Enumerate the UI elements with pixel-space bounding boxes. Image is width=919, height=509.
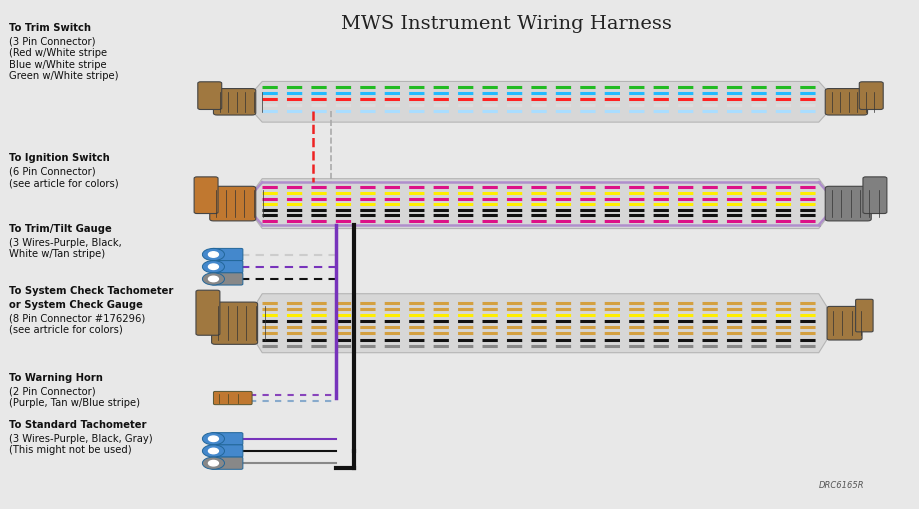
Text: (3 Pin Connector)
(Red w/White stripe
Blue w/White stripe
Green w/White stripe): (3 Pin Connector) (Red w/White stripe Bl… bbox=[9, 37, 119, 81]
FancyBboxPatch shape bbox=[824, 89, 867, 115]
Polygon shape bbox=[244, 179, 836, 229]
FancyBboxPatch shape bbox=[211, 261, 243, 273]
FancyBboxPatch shape bbox=[211, 273, 243, 285]
FancyBboxPatch shape bbox=[824, 186, 870, 221]
Circle shape bbox=[209, 448, 218, 454]
Text: (6 Pin Connector)
(see article for colors): (6 Pin Connector) (see article for color… bbox=[9, 166, 119, 188]
FancyBboxPatch shape bbox=[858, 82, 882, 109]
FancyBboxPatch shape bbox=[211, 457, 243, 469]
FancyBboxPatch shape bbox=[826, 306, 861, 340]
Text: To Warning Horn: To Warning Horn bbox=[9, 373, 103, 383]
Polygon shape bbox=[244, 294, 836, 353]
Text: DRC6165R: DRC6165R bbox=[818, 480, 864, 490]
Circle shape bbox=[209, 461, 218, 466]
Text: To Standard Tachometer: To Standard Tachometer bbox=[9, 420, 146, 430]
FancyBboxPatch shape bbox=[211, 248, 243, 261]
Circle shape bbox=[202, 273, 224, 285]
Polygon shape bbox=[244, 81, 836, 122]
Text: (3 Wires-Purple, Black, Gray)
(This might not be used): (3 Wires-Purple, Black, Gray) (This migh… bbox=[9, 434, 153, 455]
Text: To Ignition Switch: To Ignition Switch bbox=[9, 153, 110, 163]
FancyBboxPatch shape bbox=[194, 177, 218, 214]
Text: (2 Pin Connector)
(Purple, Tan w/Blue stripe): (2 Pin Connector) (Purple, Tan w/Blue st… bbox=[9, 386, 140, 408]
FancyBboxPatch shape bbox=[196, 290, 220, 335]
Text: To System Check Tachometer: To System Check Tachometer bbox=[9, 286, 174, 296]
Text: To Trim/Tilt Gauge: To Trim/Tilt Gauge bbox=[9, 224, 112, 234]
Text: or System Check Gauge: or System Check Gauge bbox=[9, 300, 143, 310]
FancyBboxPatch shape bbox=[210, 186, 255, 221]
FancyBboxPatch shape bbox=[211, 433, 243, 445]
Circle shape bbox=[209, 252, 218, 257]
FancyBboxPatch shape bbox=[213, 391, 252, 405]
Circle shape bbox=[202, 248, 224, 261]
Circle shape bbox=[209, 264, 218, 269]
Text: (8 Pin Connector #176296)
(see artricle for colors): (8 Pin Connector #176296) (see artricle … bbox=[9, 313, 145, 334]
FancyBboxPatch shape bbox=[855, 299, 872, 332]
Circle shape bbox=[202, 445, 224, 457]
Circle shape bbox=[209, 436, 218, 441]
Text: MWS Instrument Wiring Harness: MWS Instrument Wiring Harness bbox=[340, 15, 671, 33]
Circle shape bbox=[202, 261, 224, 273]
Text: (3 Wires-Purple, Black,
White w/Tan stripe): (3 Wires-Purple, Black, White w/Tan stri… bbox=[9, 238, 122, 259]
Circle shape bbox=[209, 276, 218, 281]
FancyBboxPatch shape bbox=[198, 82, 221, 109]
FancyBboxPatch shape bbox=[862, 177, 886, 214]
FancyBboxPatch shape bbox=[213, 89, 255, 115]
Text: To Trim Switch: To Trim Switch bbox=[9, 23, 91, 33]
FancyBboxPatch shape bbox=[211, 445, 243, 457]
FancyBboxPatch shape bbox=[211, 302, 257, 344]
Circle shape bbox=[202, 433, 224, 445]
Circle shape bbox=[202, 457, 224, 469]
